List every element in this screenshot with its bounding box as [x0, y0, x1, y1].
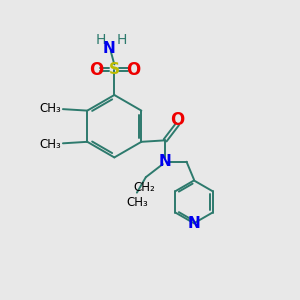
Text: O: O — [89, 61, 103, 79]
Text: N: N — [188, 216, 200, 231]
Text: S: S — [109, 62, 120, 77]
Text: H: H — [117, 33, 127, 47]
Text: CH₂: CH₂ — [134, 181, 155, 194]
Text: CH₃: CH₃ — [40, 102, 62, 115]
Text: CH₃: CH₃ — [126, 196, 148, 209]
Text: O: O — [126, 61, 140, 79]
Text: O: O — [170, 111, 185, 129]
Text: N: N — [159, 154, 172, 169]
Text: CH₃: CH₃ — [40, 138, 62, 151]
Text: H: H — [96, 33, 106, 47]
Text: N: N — [103, 41, 116, 56]
